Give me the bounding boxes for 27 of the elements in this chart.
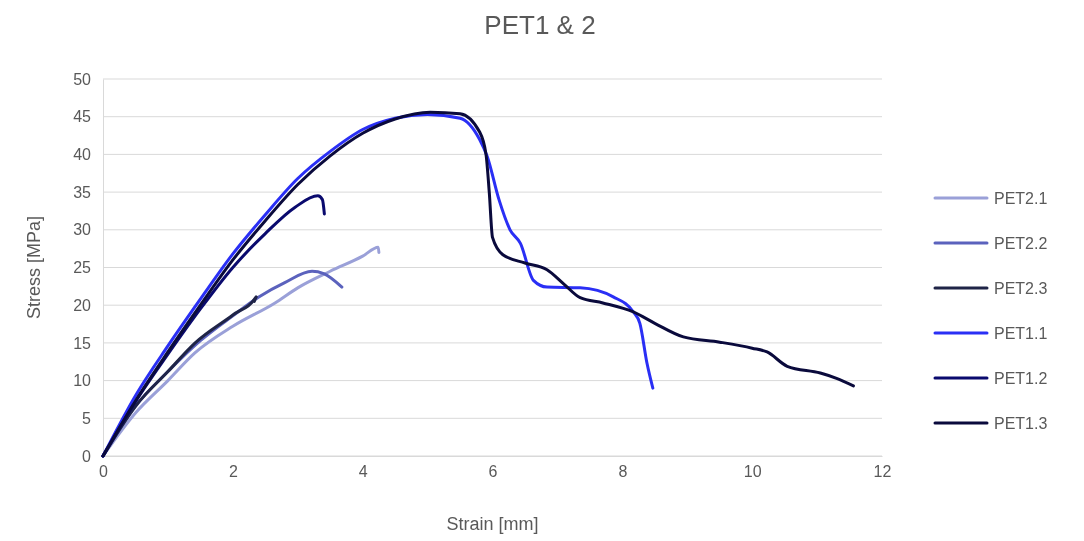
legend-label: PET1.1 [994, 325, 1048, 342]
x-tick-label: 8 [618, 463, 628, 481]
chart-title: PET1 & 2 [484, 10, 596, 40]
y-tick-label: 30 [73, 221, 92, 239]
legend-label: PET2.3 [994, 280, 1048, 297]
y-tick-label: 20 [73, 296, 92, 314]
legend-label: PET2.1 [994, 190, 1048, 207]
x-tick-label: 2 [228, 463, 238, 481]
x-tick-label: 4 [358, 463, 368, 481]
y-tick-label: 50 [73, 70, 92, 88]
legend-label: PET1.2 [994, 370, 1048, 387]
y-tick-label: 40 [73, 146, 92, 164]
x-axis-title: Strain [mm] [446, 514, 539, 534]
legend-label: PET2.2 [994, 235, 1048, 252]
y-tick-label: 15 [73, 334, 92, 352]
y-tick-label: 5 [82, 409, 92, 427]
x-tick-label: 10 [743, 463, 762, 481]
y-tick-label: 25 [73, 259, 92, 277]
x-tick-label: 0 [99, 463, 109, 481]
y-tick-label: 10 [73, 372, 92, 390]
y-tick-label: 0 [82, 447, 92, 465]
x-tick-label: 12 [873, 463, 892, 481]
y-tick-label: 45 [73, 108, 92, 126]
y-tick-label: 35 [73, 183, 92, 201]
legend-label: PET1.3 [994, 415, 1048, 432]
x-tick-label: 6 [488, 463, 498, 481]
y-axis-title: Stress [MPa] [24, 215, 44, 320]
